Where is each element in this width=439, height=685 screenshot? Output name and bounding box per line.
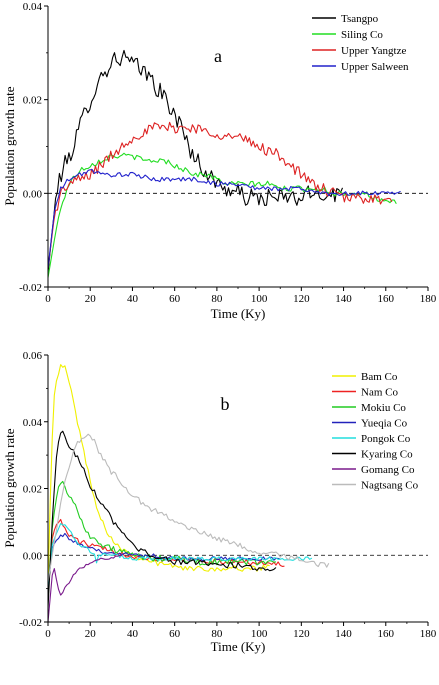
x-tick-label: 180 xyxy=(420,628,437,640)
panel-a: 0 20 40 60 80 100 120 140 160 180 -0.02 0.00 0.02 0.0… xyxy=(2,1,437,321)
legend-label: Upper Yangtze xyxy=(341,45,406,57)
y-tick-label: 0.04 xyxy=(23,1,43,13)
x-tick-label: 40 xyxy=(127,293,139,305)
series-line-upper-salween xyxy=(48,169,401,269)
legend-label: Pongok Co xyxy=(361,433,411,445)
y-tick-label: -0.02 xyxy=(19,617,42,629)
series-line-pongok-co xyxy=(48,523,313,589)
legend: Bam Co Nam Co Mokiu Co Yueqia Co Pongok Co Ky… xyxy=(332,371,419,492)
y-tick-label: 0.02 xyxy=(23,484,42,496)
y-tick-label: 0.06 xyxy=(23,350,43,362)
x-tick-label: 120 xyxy=(293,293,310,305)
legend-label: Gomang Co xyxy=(361,464,415,476)
legend-label: Yueqia Co xyxy=(361,418,408,430)
series-line-bam-co xyxy=(48,364,270,589)
y-tick-label: 0.00 xyxy=(23,550,43,562)
x-axis-label: Time (Ky) xyxy=(211,306,266,321)
x-tick-label: 160 xyxy=(378,628,395,640)
y-tick-label: 0.04 xyxy=(23,417,43,429)
legend-label: Siling Co xyxy=(341,29,383,41)
y-tick-label: -0.02 xyxy=(19,282,42,294)
y-axis-label: Population growth rate xyxy=(2,86,17,205)
series-line-nagtsang-co xyxy=(48,433,330,583)
x-tick-label: 20 xyxy=(85,293,97,305)
x-tick-label: 100 xyxy=(251,628,268,640)
panel-label: a xyxy=(214,46,222,66)
panel-b: 0 20 40 60 80 100 120 140 160 180 -0.02 0.00 0.02 0.0… xyxy=(2,350,437,654)
x-tick-label: 180 xyxy=(420,293,437,305)
series-group xyxy=(48,364,330,622)
legend-label: Kyaring Co xyxy=(361,449,413,461)
series-line-mokiu-co xyxy=(48,480,277,596)
legend-label: Mokiu Co xyxy=(361,402,406,414)
x-tick-label: 160 xyxy=(378,293,395,305)
series-line-gomang-co xyxy=(48,554,122,622)
series-line-kyaring-co xyxy=(48,430,277,609)
x-tick-label: 80 xyxy=(211,628,223,640)
x-tick-label: 80 xyxy=(211,293,223,305)
x-tick-label: 140 xyxy=(335,628,352,640)
legend-label: Nagtsang Co xyxy=(361,480,419,492)
x-tick-label: 0 xyxy=(45,628,51,640)
legend-label: Upper Salween xyxy=(341,61,409,73)
x-tick-label: 40 xyxy=(127,628,139,640)
y-tick-label: 0.02 xyxy=(23,95,42,107)
x-tick-label: 100 xyxy=(251,293,268,305)
legend-label: Nam Co xyxy=(361,387,398,399)
y-tick-label: 0.00 xyxy=(23,188,43,200)
x-tick-label: 60 xyxy=(169,293,181,305)
x-tick-label: 120 xyxy=(293,628,310,640)
series-line-upper-yangtze xyxy=(48,121,393,269)
series-line-tsangpo xyxy=(48,49,344,274)
legend-label: Tsangpo xyxy=(341,13,379,25)
y-axis-label: Population growth rate xyxy=(2,428,17,547)
x-tick-label: 60 xyxy=(169,628,181,640)
x-axis-label: Time (Ky) xyxy=(211,639,266,654)
series-line-siling-co xyxy=(48,152,397,278)
panel-label: b xyxy=(221,394,230,414)
x-tick-label: 20 xyxy=(85,628,97,640)
x-tick-label: 0 xyxy=(45,293,51,305)
legend-label: Bam Co xyxy=(361,371,398,383)
x-tick-label: 140 xyxy=(335,293,352,305)
series-group xyxy=(48,49,401,278)
legend: Tsangpo Siling Co Upper Yangtze Upper Salwe… xyxy=(312,13,409,73)
